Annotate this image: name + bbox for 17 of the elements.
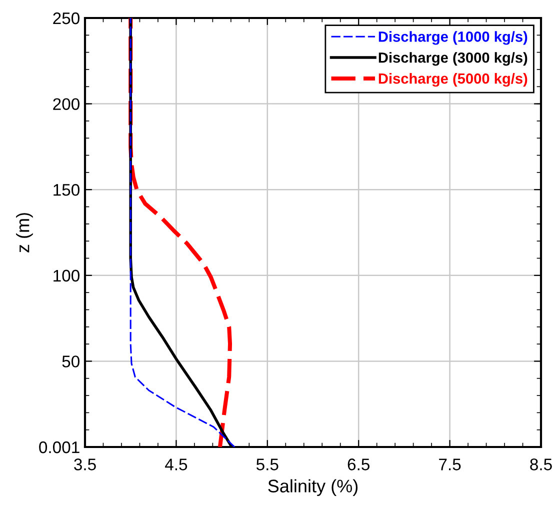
- x-tick-label: 5.5: [256, 458, 278, 470]
- legend-label: Discharge (1000 kg/s): [378, 31, 528, 45]
- y-axis-title: z (m): [16, 213, 33, 252]
- y-tick-label: 0.001: [39, 441, 80, 454]
- x-tick-label: 8.5: [530, 458, 552, 470]
- legend-label: Discharge (5000 kg/s): [378, 73, 528, 87]
- x-tick-label: 7.5: [439, 458, 461, 470]
- x-axis-title: Salinity (%): [268, 479, 358, 496]
- x-tick-label: 3.5: [74, 458, 96, 470]
- y-tick-label: 200: [53, 98, 80, 110]
- legend-label: Discharge (3000 kg/s): [378, 52, 528, 66]
- y-tick-label: 50: [62, 356, 80, 368]
- y-tick-label: 250: [53, 12, 80, 24]
- x-tick-label: 6.5: [348, 458, 370, 470]
- y-tick-label: 150: [54, 184, 80, 196]
- y-tick-label: 100: [54, 270, 80, 282]
- x-tick-label: 4.5: [165, 458, 188, 470]
